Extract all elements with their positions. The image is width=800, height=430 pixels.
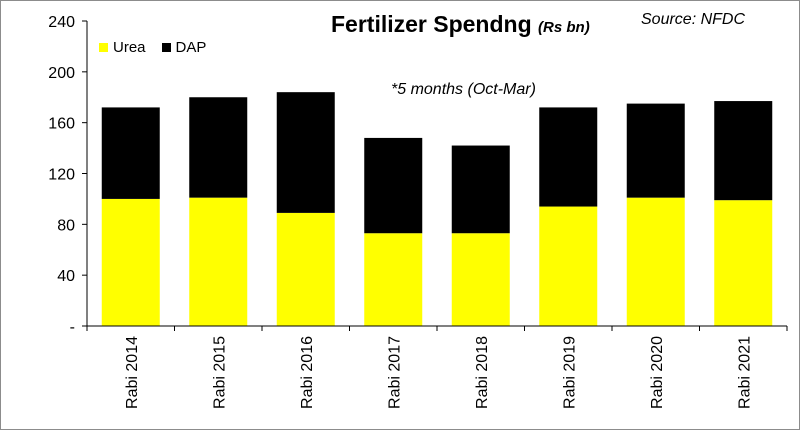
annotation-note: *5 months (Oct-Mar) [391, 81, 536, 98]
bar-urea-0 [101, 198, 160, 326]
bar-urea-5 [539, 206, 598, 326]
x-tick-label-1: Rabi 2015 [211, 336, 228, 409]
source-label: Source: NFDC [641, 11, 746, 28]
legend-item-urea: Urea [99, 39, 146, 56]
legend-swatch-dap [161, 43, 171, 52]
legend-swatch-urea [99, 43, 108, 52]
legend-label-urea: Urea [113, 39, 146, 56]
bar-dap-0 [101, 107, 160, 199]
chart-title-unit: (Rs bn) [538, 19, 590, 36]
y-tick-label-0: - [70, 319, 75, 336]
y-tick-label-5: 200 [48, 65, 75, 82]
x-tick-label-0: Rabi 2014 [124, 336, 141, 409]
y-tick-label-3: 120 [48, 167, 75, 184]
bar-dap-4 [451, 145, 510, 234]
bar-urea-7 [714, 200, 773, 326]
x-tick-label-6: Rabi 2020 [649, 336, 666, 409]
bar-dap-5 [539, 107, 598, 207]
bar-urea-4 [451, 233, 510, 326]
legend: Urea DAP [99, 39, 222, 56]
y-tick-label-6: 240 [48, 14, 75, 31]
bar-dap-7 [714, 101, 773, 201]
bar-dap-2 [276, 92, 335, 213]
bar-dap-1 [189, 97, 248, 198]
x-tick-label-2: Rabi 2016 [299, 336, 316, 409]
x-tick-label-4: Rabi 2018 [474, 336, 491, 409]
bar-urea-2 [276, 212, 335, 326]
bar-urea-3 [364, 233, 423, 326]
bar-urea-1 [189, 197, 248, 326]
bar-dap-6 [626, 103, 685, 198]
x-tick-label-7: Rabi 2021 [736, 336, 753, 409]
x-tick-label-3: Rabi 2017 [386, 336, 403, 409]
y-tick-label-1: 40 [57, 268, 75, 285]
bar-dap-3 [364, 137, 423, 234]
bar-urea-6 [626, 197, 685, 326]
chart-title: Fertilizer Spendng (Rs bn) [331, 11, 590, 38]
x-tick-label-5: Rabi 2019 [561, 336, 578, 409]
legend-item-dap: DAP [161, 39, 207, 56]
y-tick-label-2: 80 [57, 217, 75, 234]
legend-label-dap: DAP [175, 39, 207, 56]
y-tick-label-4: 160 [48, 116, 75, 133]
chart-title-text: Fertilizer Spendng [331, 11, 532, 37]
